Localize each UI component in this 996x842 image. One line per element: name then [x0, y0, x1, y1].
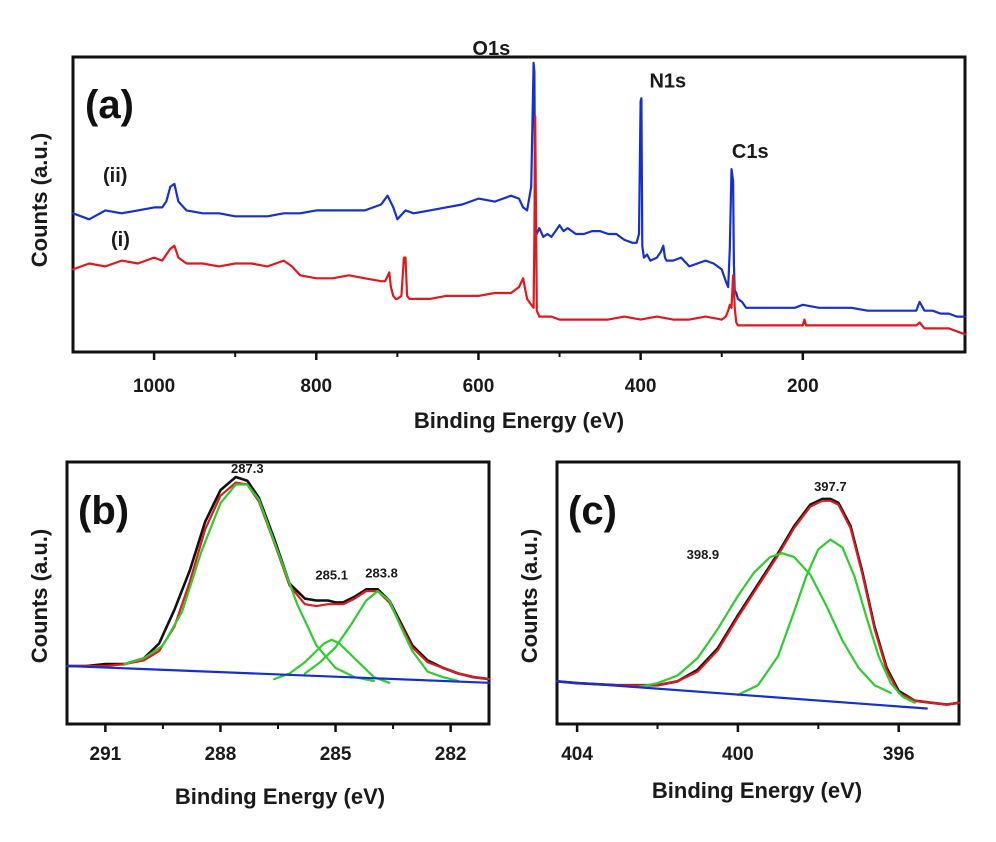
peak-annotations-a: O1s N1s C1s — [472, 38, 768, 163]
peak-label-a-o1s: O1s — [472, 38, 510, 60]
x-ticks-a: 1000 800 600 400 200 — [133, 352, 819, 397]
x-tick-label-a-200: 200 — [787, 376, 819, 397]
peak-label-a-c1s: C1s — [732, 141, 769, 163]
x-ticks-b: 291 288 285 282 — [90, 724, 467, 765]
series-line-c-baseline — [555, 680, 928, 710]
x-axis-title-b: Binding Energy (eV) — [175, 784, 385, 809]
x-tick-label-c-396: 396 — [883, 744, 915, 765]
x-tick-label-b-288: 288 — [205, 744, 237, 765]
series-lines-c — [555, 497, 961, 710]
series-line-b-baseline — [65, 664, 491, 684]
peak-label-b-285-1: 285.1 — [315, 568, 348, 583]
peak-label-b-283-8: 283.8 — [365, 566, 398, 581]
x-tick-label-b-285: 285 — [320, 744, 352, 765]
series-line-c-fit-397-7-ev — [736, 538, 916, 704]
series-label-ii: (ii) — [103, 165, 127, 187]
x-tick-label-a-400: 400 — [625, 376, 657, 397]
panel-label-b: (b) — [78, 489, 129, 533]
peak-label-b-287-3: 287.3 — [231, 461, 264, 476]
peak-label-c-397-7: 397.7 — [814, 479, 847, 494]
series-line-a-i — [71, 114, 967, 336]
panel-b-c1s: (b) Counts (a.u.) Binding Energy (eV) 29… — [27, 460, 491, 809]
panel-label-a: (a) — [85, 83, 134, 127]
peak-annotations-c: 397.7 398.9 — [687, 479, 847, 562]
series-line-b-fit-283-8-ev — [303, 589, 460, 683]
peak-label-c-398-9: 398.9 — [687, 547, 720, 562]
series-line-b-fit-285-1-ev — [273, 638, 391, 684]
series-line-b-fit-287-3-ev — [123, 483, 375, 683]
series-label-i: (i) — [111, 229, 130, 251]
series-lines-b — [65, 475, 491, 684]
series-line-a-ii — [71, 61, 967, 318]
series-line-b-fitted-envelope — [65, 481, 491, 681]
panel-a-survey: (a) Counts (a.u.) Binding Energy (eV) 10… — [27, 38, 967, 433]
x-axis-title-c: Binding Energy (eV) — [652, 778, 862, 803]
plot-area-a — [71, 55, 967, 354]
peak-label-a-n1s: N1s — [649, 70, 686, 92]
y-axis-title-a: Counts (a.u.) — [27, 133, 52, 267]
x-axis-title-a: Binding Energy (eV) — [414, 408, 624, 433]
y-axis-title-c: Counts (a.u.) — [517, 529, 542, 663]
panel-label-c: (c) — [568, 489, 617, 533]
x-tick-label-b-282: 282 — [435, 744, 467, 765]
x-ticks-c: 404 400 396 — [561, 724, 915, 765]
panel-c-n1s: (c) Counts (a.u.) Binding Energy (eV) 40… — [517, 460, 961, 803]
y-axis-title-b: Counts (a.u.) — [27, 529, 52, 663]
peak-annotations-b: 287.3 285.1 283.8 — [231, 461, 398, 583]
x-tick-label-b-291: 291 — [90, 744, 122, 765]
series-lines-a — [71, 61, 967, 336]
x-tick-label-a-800: 800 — [300, 376, 332, 397]
x-tick-label-a-1000: 1000 — [133, 376, 175, 397]
x-tick-label-c-400: 400 — [722, 744, 754, 765]
x-tick-label-a-600: 600 — [463, 376, 495, 397]
series-line-c-fit-398-9-ev — [636, 552, 892, 695]
plot-area-c — [555, 460, 961, 726]
x-tick-label-c-404: 404 — [561, 744, 593, 765]
